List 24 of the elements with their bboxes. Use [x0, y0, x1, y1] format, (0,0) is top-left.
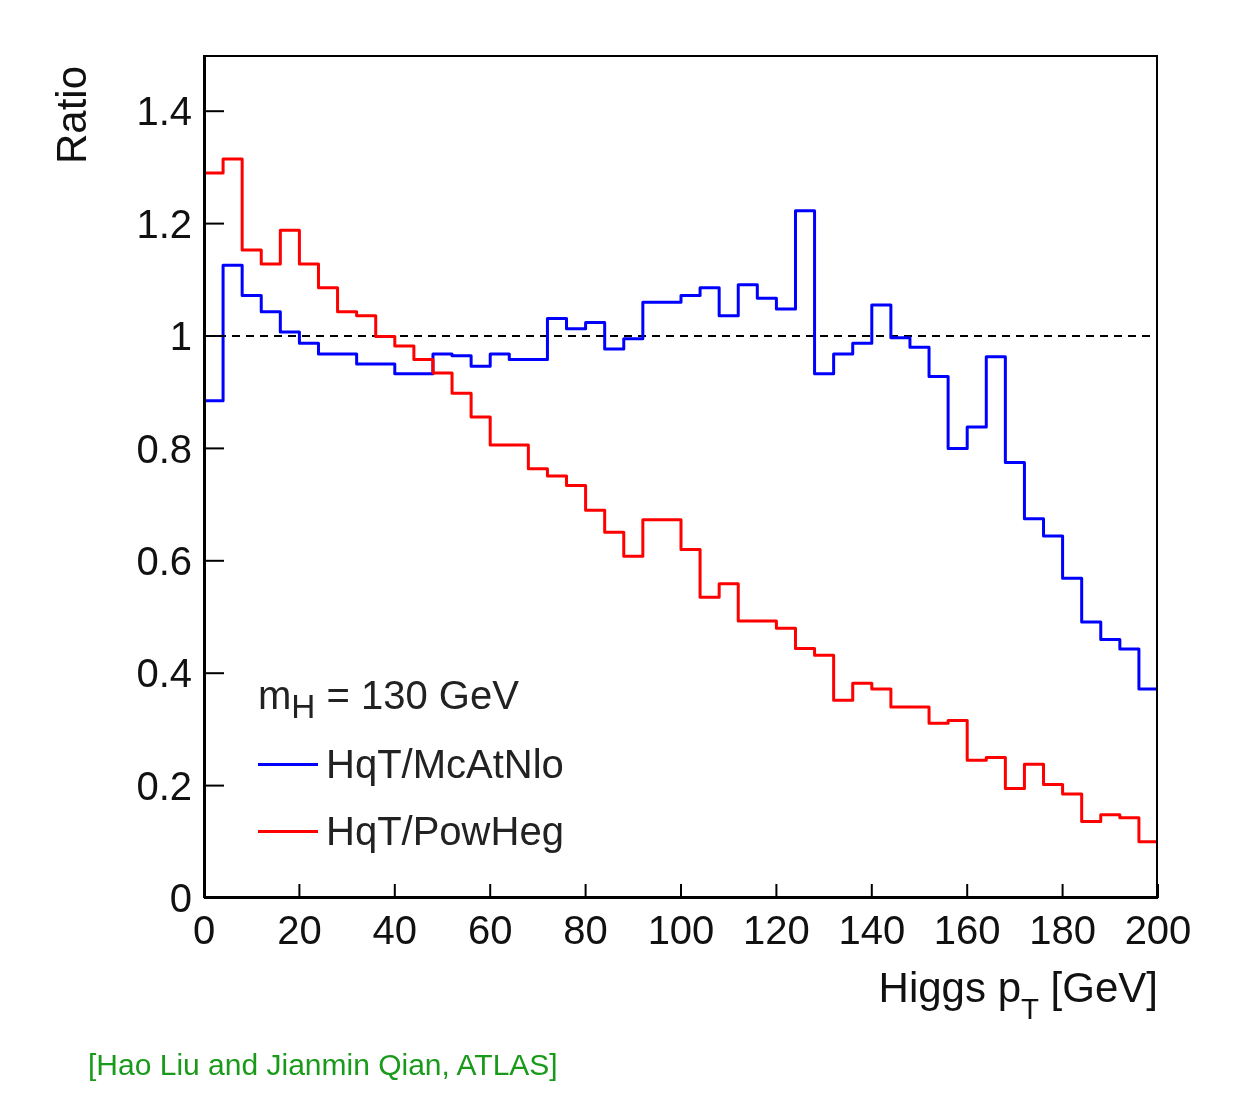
x-tick-label: 20 — [277, 908, 322, 953]
legend-title: m$_{H}$ = 130 GeV — [258, 673, 520, 726]
y-tick-label: 0.4 — [136, 651, 192, 696]
y-tick-label: 0 — [169, 876, 192, 921]
y-tick-label: 1.4 — [136, 89, 192, 134]
x-tick-label: 80 — [563, 908, 608, 953]
y-tick-label: 0.8 — [136, 426, 192, 471]
y-axis-title: Ratio — [48, 65, 95, 165]
x-tick-label: 160 — [933, 908, 1001, 953]
y-tick-label: 0.6 — [136, 539, 192, 583]
legend-label: HqT/PowHeg — [326, 809, 564, 854]
y-tick-label: 1.2 — [136, 201, 192, 246]
legend-label: HqT/McAtNlo — [326, 742, 564, 787]
text: [Hao Liu and Jianmin Qian, ATLAS] — [88, 1048, 558, 1082]
x-tick-label: 60 — [467, 908, 513, 953]
x-tick-label: 180 — [1029, 908, 1096, 953]
x-tick-label: 40 — [372, 908, 418, 953]
x-tick-label: 200 — [1124, 908, 1192, 953]
x-tick-label: 140 — [838, 908, 906, 953]
x-axis-title: Higgs p$_{T}$ [GeV] — [878, 964, 1158, 1025]
y-tick-label: 0.2 — [136, 763, 192, 808]
y-tick-label: 1 — [169, 314, 192, 359]
x-tick-label: 100 — [647, 908, 715, 953]
x-tick-label: 120 — [743, 908, 810, 953]
